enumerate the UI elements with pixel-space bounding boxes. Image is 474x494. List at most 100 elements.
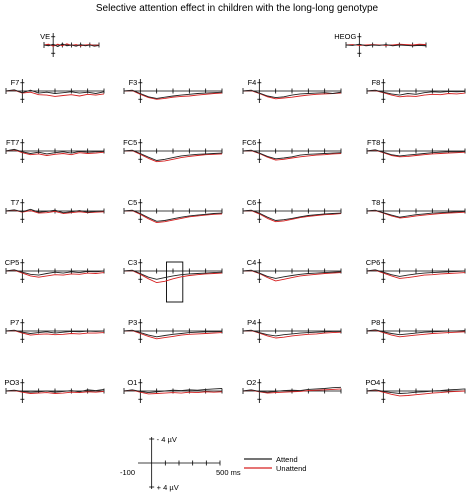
channel-panel-p4: P4 [242,318,342,343]
channel-panel-f7: F7 [5,78,105,103]
attend-waveform [242,329,341,337]
channel-label: P8 [371,318,380,327]
attend-waveform [366,269,466,277]
channel-label: FC5 [123,138,137,147]
channel-label: PO3 [4,378,19,387]
attend-waveform [123,89,223,99]
channel-panel-o2: O2 [242,378,342,403]
channel-label: FT8 [367,138,380,147]
channel-label: C5 [128,198,138,207]
channel-label: C4 [247,258,257,267]
unattend-waveform [366,90,466,98]
channel-panel-po4: PO4 [365,378,466,403]
channel-label: T8 [372,198,381,207]
channel-label: F8 [372,78,381,87]
attend-waveform [43,43,100,48]
unattend-waveform [5,330,105,336]
attend-waveform [366,329,466,336]
attend-waveform [366,209,466,218]
scale-x-min-label: -100 [120,468,135,477]
attend-waveform [123,209,223,222]
attend-waveform [123,329,223,338]
channel-label: C3 [128,258,138,267]
channel-panel-po3: PO3 [4,378,105,403]
channel-label: PO4 [365,378,380,387]
channel-label: HEOG [334,32,356,41]
unattend-waveform [5,390,105,394]
channel-label: C6 [247,198,257,207]
attend-waveform [242,89,342,99]
unattend-waveform [5,149,105,156]
attend-waveform [5,148,105,155]
channel-panel-ve: VE [40,32,100,57]
channel-panel-c5: C5 [123,198,223,224]
channel-panel-c4: C4 [242,258,342,283]
unattend-waveform [366,329,466,338]
attend-waveform [5,208,105,214]
channel-label: CP5 [5,258,20,267]
unattend-waveform [366,389,466,397]
attend-waveform [242,386,342,393]
channel-label: P4 [247,318,256,327]
legend-label-attend: Attend [276,455,298,464]
channel-panel-p3: P3 [123,318,223,343]
attend-waveform [345,43,427,47]
unattend-waveform [123,90,223,100]
attend-waveform [5,388,105,393]
attend-waveform [5,269,105,276]
attend-waveform [123,269,223,280]
channel-label: F4 [248,78,257,87]
channel-label: F3 [129,78,138,87]
unattend-waveform [123,210,223,224]
scale-y-top-label: - 4 µV [157,435,177,444]
channel-label: T7 [11,198,20,207]
attend-waveform [242,209,342,221]
channel-label: VE [40,32,50,41]
highlight-window [166,261,184,303]
legend-label-unattend: Unattend [276,464,306,473]
attend-waveform [366,388,466,394]
unattend-waveform [345,43,427,46]
channel-panel-f4: F4 [242,78,342,103]
unattend-waveform [5,269,105,278]
scale-x-max-label: 500 ms [216,468,241,477]
channel-panel-f8: F8 [366,78,466,103]
channel-panel-ft8: FT8 [366,138,466,163]
channel-panel-f3: F3 [123,78,223,103]
channel-panel-p8: P8 [366,318,466,343]
channel-panel-cp5: CP5 [5,258,105,283]
unattend-waveform [123,389,223,395]
channel-panel-ft7: FT7 [5,138,105,163]
scale-bar: - 4 µV + 4 µV -100 500 ms [120,435,241,492]
channel-panels: VE HEOG F7 F3 F4 F8 FT7 FC5 FC6 FT8 T7 C5 C6 T8 CP5 C3 C… [4,32,466,403]
attend-waveform [366,89,466,96]
unattend-waveform [123,150,223,163]
scale-y-bottom-label: + 4 µV [157,483,179,492]
unattend-waveform [123,330,223,340]
channel-panel-t8: T8 [366,198,466,223]
channel-panel-c3: C3 [123,258,223,303]
unattend-waveform [242,210,342,223]
channel-label: FC6 [242,138,256,147]
channel-panel-o1: O1 [123,378,223,403]
channel-panel-heog: HEOG [334,32,427,57]
channel-panel-cp6: CP6 [366,258,466,283]
unattend-waveform [366,269,466,279]
channel-panel-p7: P7 [5,318,105,343]
unattend-waveform [123,270,223,284]
channel-label: O1 [127,378,137,387]
attend-waveform [123,149,223,161]
channel-label: CP6 [366,258,381,267]
attend-waveform [5,329,105,334]
unattend-waveform [242,330,342,339]
channel-label: O2 [246,378,256,387]
channel-panel-fc5: FC5 [123,138,223,163]
channel-label: P3 [128,318,137,327]
chart-title: Selective attention effect in children w… [96,3,379,14]
channel-label: FT7 [6,138,19,147]
channel-panel-t7: T7 [5,198,105,223]
channel-panel-fc6: FC6 [242,138,342,163]
attend-waveform [366,149,466,157]
